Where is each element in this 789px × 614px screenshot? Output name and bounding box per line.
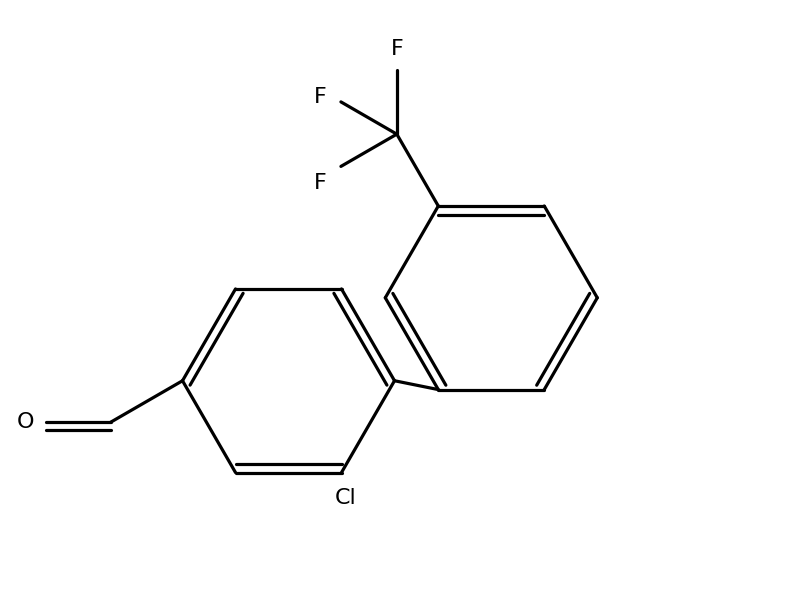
Text: Cl: Cl (335, 488, 357, 508)
Text: F: F (314, 173, 327, 193)
Text: F: F (391, 39, 403, 60)
Text: F: F (314, 87, 327, 107)
Text: O: O (17, 412, 35, 432)
